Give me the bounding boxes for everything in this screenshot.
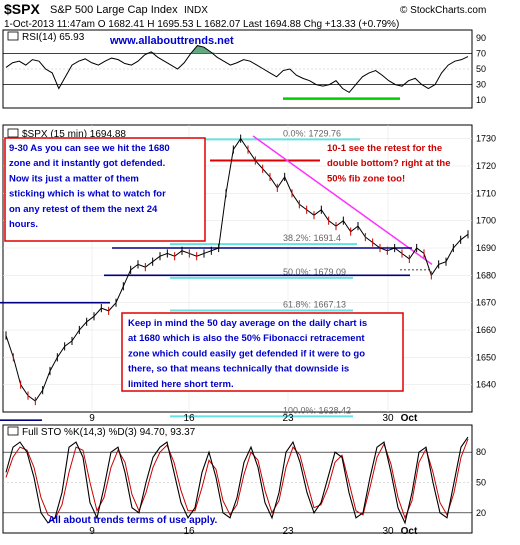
note1-line: 9-30 As you can see we hit the 1680 [9,143,170,154]
fib-level-label: 50.0%: 1679.09 [283,267,346,277]
note3-line: Keep in mind the 50 day average on the d… [128,318,367,329]
rsi-layer [3,45,472,100]
rsi-tick-label: 90 [476,33,486,43]
price-tick-label: 1690 [476,243,496,253]
note-3-text: Keep in mind the 50 day average on the d… [128,318,367,390]
fib-level-label: 61.8%: 1667.13 [283,300,346,310]
annotation-note-3: Keep in mind the 50 day average on the d… [121,312,404,392]
stoch-x-tick-label: 9 [89,526,95,537]
price-tick-label: 1660 [476,325,496,335]
stoch-tick-label: 50 [476,478,486,488]
rsi-tick-label: 30 [476,80,486,90]
rsi-tick-label: 50 [476,64,486,74]
symbol: $SPX [4,1,40,17]
note2-line: 10-1 see the retest for the [327,143,442,154]
note2-line: 50% fib zone too! [327,173,405,184]
price-x-tick-label: 23 [282,413,294,424]
price-legend: $SPX (15 min) 1694.88 [7,128,126,140]
down-trendline [252,135,433,266]
quote-line: 1-Oct-2013 11:47am O 1682.41 H 1695.53 L… [4,19,399,30]
price-tick-label: 1700 [476,216,496,226]
note2-line: double bottom? right at the [327,158,450,169]
stoch-x-tick-label: 23 [282,526,294,537]
note3-line: at 1680 which is also the 50% Fibonacci … [128,333,365,344]
price-x-tick-label: 30 [382,413,394,424]
note1-line: sticking which is what to watch for [9,189,166,200]
price-line [5,137,469,402]
rsi-panel [2,29,473,109]
stoch-d-line [5,438,469,520]
stochastics-title: Full STO %K(14,3) %D(3) 94.70, 93.37 [22,427,196,438]
instrument-name: S&P 500 Large Cap Index [50,4,178,16]
fib-level-label: 0.0%: 1729.76 [283,128,341,138]
price-tick-label: 1710 [476,188,496,198]
rsi-line [5,45,469,94]
stoch-x-tick-label: 30 [382,526,394,537]
price-tick-label: 1670 [476,298,496,308]
stoch-x-tick-label: 16 [183,526,195,537]
rsi-tick-label: 10 [476,95,486,105]
terms-text: All about trends terms of use apply. [48,515,218,526]
rsi-legend: RSI(14) 65.93 [7,31,85,43]
rsi-overbought-fill [144,45,218,54]
note-2-text: 10-1 see the retest for the double bottom… [327,143,450,184]
note1-line: Now its just a matter of them [9,173,139,184]
fib-level-label: 38.2%: 1691.4 [283,233,341,243]
note3-line: limited here short term. [128,379,234,390]
stochastics-legend: Full STO %K(14,3) %D(3) 94.70, 93.37 [7,426,196,438]
note3-line: zone which could easily get defended if … [128,348,365,359]
stochastics-layer [3,436,472,525]
watermark-url: www.allabouttrends.net [109,35,234,47]
stoch-x-tick-label: Oct [401,526,418,537]
stoch-tick-label: 20 [476,508,486,518]
price-tick-label: 1720 [476,161,496,171]
credit: © StockCharts.com [400,5,486,16]
stoch-k-line [5,436,469,525]
annotation-note-2: 10-1 see the retest for the double bottom… [327,143,450,184]
price-x-tick-label: 16 [183,413,195,424]
price-tick-label: 1730 [476,134,496,144]
rsi-title: RSI(14) 65.93 [22,32,85,43]
annotation-note-1: 9-30 As you can see we hit the 1680 zone … [4,137,206,242]
note3-line: there, so that means technically that do… [128,364,349,375]
price-tick-label: 1680 [476,270,496,280]
rsi-tick-label: 70 [476,48,486,58]
note1-line: on any retest of them the next 24 [9,204,158,215]
note1-line: hours. [9,219,38,230]
price-x-tick-label: Oct [401,413,418,424]
price-x-tick-label: 9 [89,413,95,424]
stoch-tick-label: 80 [476,447,486,457]
exchange: INDX [184,5,208,16]
fib-level-label: 100.0%: 1628.42 [283,405,351,415]
price-tick-label: 1640 [476,380,496,390]
axis-layer: 1030507090164016501660167016801690170017… [89,33,496,537]
note1-line: zone and it instantly got defended. [9,158,165,169]
price-tick-label: 1650 [476,352,496,362]
price-title: $SPX (15 min) 1694.88 [22,129,126,140]
note-1-text: 9-30 As you can see we hit the 1680 zone … [9,143,170,230]
